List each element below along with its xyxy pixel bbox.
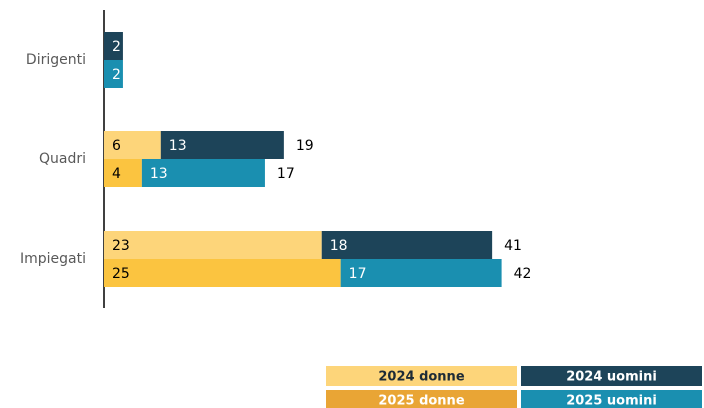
legend-label: 2025 uomini [566, 394, 657, 408]
legend-swatch [326, 366, 517, 386]
legend-swatch [326, 390, 517, 408]
legend-swatch [521, 390, 702, 408]
bar-segment [104, 159, 142, 187]
legend-label: 2024 donne [378, 370, 464, 385]
category-label: Quadri [39, 151, 86, 167]
value-label: 13 [150, 166, 168, 182]
bar-segment [104, 259, 341, 287]
value-label: 6 [112, 138, 121, 154]
total-label: 19 [296, 138, 314, 154]
bar-segment [321, 231, 493, 259]
bar-segment [141, 159, 265, 187]
bar-segment [340, 259, 502, 287]
value-label: 13 [169, 138, 187, 154]
value-label: 2 [112, 67, 121, 83]
legend-label: 2025 donne [378, 394, 464, 408]
category-label: Dirigenti [26, 52, 86, 68]
value-label: 4 [112, 166, 121, 182]
legend-swatch [521, 366, 702, 386]
value-label: 18 [330, 238, 348, 254]
total-label: 42 [514, 266, 532, 282]
bar-segment [104, 60, 123, 88]
value-label: 23 [112, 238, 130, 254]
value-label: 25 [112, 266, 130, 282]
bar-segment [104, 32, 123, 60]
total-label: 17 [277, 166, 295, 182]
value-label: 2 [112, 39, 121, 55]
legend-label: 2024 uomini [566, 370, 657, 385]
category-label: Impiegati [20, 251, 86, 267]
bar-segment [104, 131, 161, 159]
bar-segment [160, 131, 284, 159]
value-label: 17 [349, 266, 367, 282]
bar-segment [104, 231, 322, 259]
total-label: 41 [504, 238, 522, 254]
